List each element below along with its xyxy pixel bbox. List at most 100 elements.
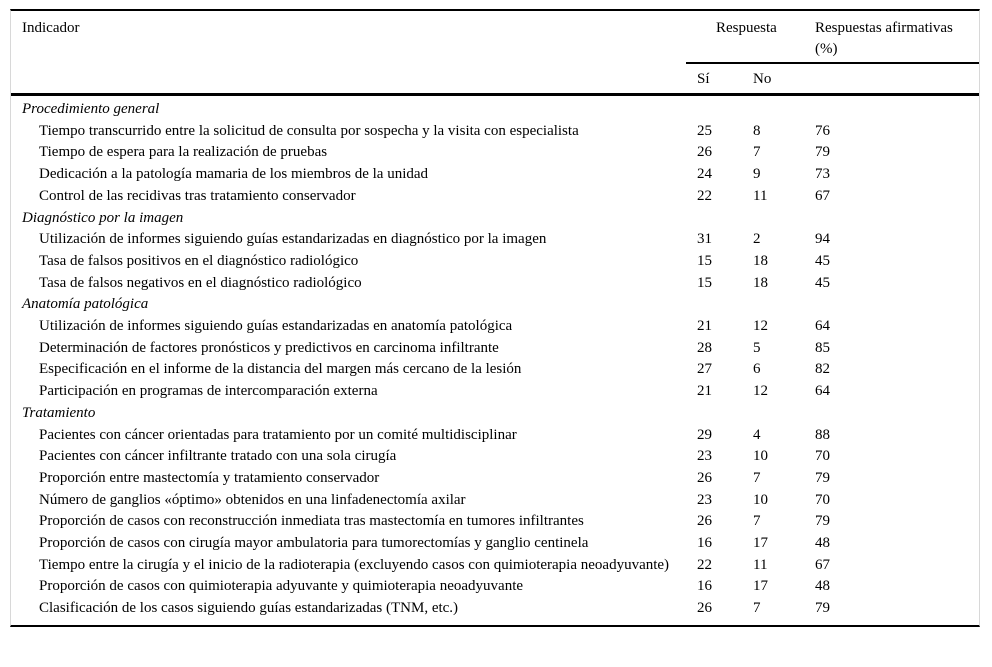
no-count-cell: 12 [753, 318, 768, 335]
indicator-cell: Tiempo entre la cirugía y el inicio de l… [39, 556, 670, 573]
table-row: Número de ganglios «óptimo» obtenidos en… [11, 490, 979, 512]
no-count-cell: 17 [753, 535, 768, 552]
affirmative-pct-cell: 45 [815, 252, 831, 269]
yes-count-cell: 26 [697, 469, 712, 486]
affirmative-pct-cell: 48 [815, 535, 831, 552]
yes-count-cell: 23 [697, 491, 712, 508]
affirmative-pct-cell: 79 [815, 600, 831, 617]
indicator-cell: Tasa de falsos positivos en el diagnósti… [39, 252, 359, 269]
yes-count-cell: 15 [697, 252, 712, 269]
indicator-cell: Proporción entre mastectomía y tratamien… [39, 469, 380, 486]
affirmative-pct-cell: 79 [815, 469, 831, 486]
no-count-cell: 9 [753, 166, 761, 183]
affirmative-pct-cell: 45 [815, 274, 831, 291]
section-row: Procedimiento general [11, 95, 979, 121]
yes-count-cell: 22 [697, 187, 712, 204]
indicator-cell: Proporción de casos con reconstrucción i… [39, 513, 584, 530]
table-row: Dedicación a la patología mamaria de los… [11, 164, 979, 186]
affirmative-pct-cell: 76 [815, 122, 831, 139]
table-row: Tiempo transcurrido entre la solicitud d… [11, 121, 979, 143]
yes-count-cell: 26 [697, 513, 712, 530]
header-row-si-no: Sí No [11, 63, 979, 96]
affirmative-pct-cell: 70 [815, 448, 831, 465]
indicator-cell: Participación en programas de intercompa… [39, 383, 378, 400]
yes-count-cell: 15 [697, 274, 712, 291]
no-count-cell: 11 [753, 187, 768, 204]
no-count-cell: 11 [753, 556, 768, 573]
table-row: Clasificación de los casos siguiendo guí… [11, 598, 979, 625]
no-count-cell: 12 [753, 383, 768, 400]
yes-count-cell: 16 [697, 535, 712, 552]
affirmative-pct-cell: 64 [815, 383, 831, 400]
yes-count-cell: 31 [697, 231, 712, 248]
column-header-indicador: Indicador [22, 20, 80, 36]
table-row: Proporción de casos con cirugía mayor am… [11, 533, 979, 555]
table-row: Tasa de falsos negativos en el diagnósti… [11, 273, 979, 295]
affirmative-pct-cell: 79 [815, 144, 831, 161]
table-row: Proporción de casos con quimioterapia ad… [11, 576, 979, 598]
indicator-cell: Pacientes con cáncer infiltrante tratado… [39, 448, 397, 465]
affirmative-pct-cell: 70 [815, 491, 831, 508]
affirmative-pct-cell: 94 [815, 231, 831, 248]
table-header: Indicador Respuesta Respuestas afirmativ… [11, 11, 979, 96]
indicator-cell: Número de ganglios «óptimo» obtenidos en… [39, 491, 466, 508]
affirmative-pct-cell: 85 [815, 339, 831, 356]
affirmative-pct-cell: 88 [815, 426, 831, 443]
table-row: Tiempo de espera para la realización de … [11, 142, 979, 164]
indicator-cell: Proporción de casos con cirugía mayor am… [39, 535, 589, 552]
table-body: Procedimiento general Tiempo transcurrido… [11, 95, 979, 625]
indicator-cell: Especificación en el informe de la dista… [39, 361, 522, 378]
section-row: Anatomía patológica [11, 294, 979, 316]
no-count-cell: 18 [753, 252, 768, 269]
no-count-cell: 18 [753, 274, 768, 291]
table-row: Pacientes con cáncer orientadas para tra… [11, 425, 979, 447]
indicators-table-frame: Indicador Respuesta Respuestas afirmativ… [10, 9, 980, 627]
no-count-cell: 17 [753, 578, 768, 595]
affirmative-pct-cell: 67 [815, 556, 831, 573]
no-count-cell: 7 [753, 513, 761, 530]
yes-count-cell: 22 [697, 556, 712, 573]
yes-count-cell: 21 [697, 318, 712, 335]
section-row: Diagnóstico por la imagen [11, 208, 979, 230]
affirmative-pct-cell: 64 [815, 318, 831, 335]
no-count-cell: 2 [753, 231, 761, 248]
section-title: Diagnóstico por la imagen [22, 209, 184, 226]
indicator-cell: Control de las recidivas tras tratamient… [39, 187, 356, 204]
column-header-si: Sí [686, 63, 742, 96]
table-row: Utilización de informes siguiendo guías … [11, 316, 979, 338]
yes-count-cell: 21 [697, 383, 712, 400]
affirmative-pct-cell: 82 [815, 361, 831, 378]
table-row: Tasa de falsos positivos en el diagnósti… [11, 251, 979, 273]
indicator-cell: Proporción de casos con quimioterapia ad… [39, 578, 524, 595]
indicator-cell: Determinación de factores pronósticos y … [39, 339, 499, 356]
section-title: Procedimiento general [22, 101, 160, 117]
affirmative-pct-cell: 67 [815, 187, 831, 204]
column-header-respuestas-afirmativas-label: Respuestas afirmativas (%) [815, 20, 953, 57]
affirmative-pct-cell: 48 [815, 578, 831, 595]
affirmative-pct-cell: 79 [815, 513, 831, 530]
section-row: Tratamiento [11, 403, 979, 425]
section-title: Anatomía patológica [22, 296, 149, 313]
yes-count-cell: 28 [697, 339, 712, 356]
column-header-respuesta: Respuesta [686, 11, 806, 64]
indicator-cell: Pacientes con cáncer orientadas para tra… [39, 426, 517, 443]
yes-count-cell: 24 [697, 166, 712, 183]
table-row: Proporción de casos con reconstrucción i… [11, 511, 979, 533]
yes-count-cell: 16 [697, 578, 712, 595]
yes-count-cell: 26 [697, 600, 712, 617]
table-row: Tiempo entre la cirugía y el inicio de l… [11, 555, 979, 577]
table-row: Participación en programas de intercompa… [11, 381, 979, 403]
indicator-cell: Clasificación de los casos siguiendo guí… [39, 600, 459, 617]
no-count-cell: 10 [753, 491, 768, 508]
yes-count-cell: 27 [697, 361, 712, 378]
indicator-cell: Tasa de falsos negativos en el diagnósti… [39, 274, 362, 291]
no-count-cell: 10 [753, 448, 768, 465]
no-count-cell: 4 [753, 426, 761, 443]
table-row: Control de las recidivas tras tratamient… [11, 186, 979, 208]
indicator-cell: Utilización de informes siguiendo guías … [39, 318, 513, 335]
no-count-cell: 7 [753, 469, 761, 486]
table-row: Proporción entre mastectomía y tratamien… [11, 468, 979, 490]
column-header-no: No [742, 63, 806, 96]
indicator-cell: Tiempo transcurrido entre la solicitud d… [39, 122, 579, 139]
